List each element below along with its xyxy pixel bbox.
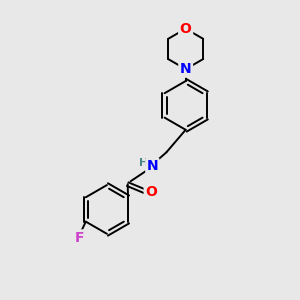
Text: N: N bbox=[180, 62, 191, 76]
Text: F: F bbox=[75, 231, 85, 245]
Text: N: N bbox=[147, 159, 158, 173]
Text: H: H bbox=[139, 158, 148, 168]
Text: O: O bbox=[145, 184, 157, 199]
Text: O: O bbox=[180, 22, 192, 36]
